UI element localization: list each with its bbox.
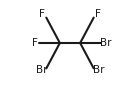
Text: Br: Br	[93, 66, 104, 76]
Text: Br: Br	[100, 38, 111, 48]
Text: Br: Br	[36, 66, 47, 76]
Text: F: F	[32, 38, 38, 48]
Text: F: F	[95, 9, 101, 19]
Text: F: F	[39, 9, 45, 19]
